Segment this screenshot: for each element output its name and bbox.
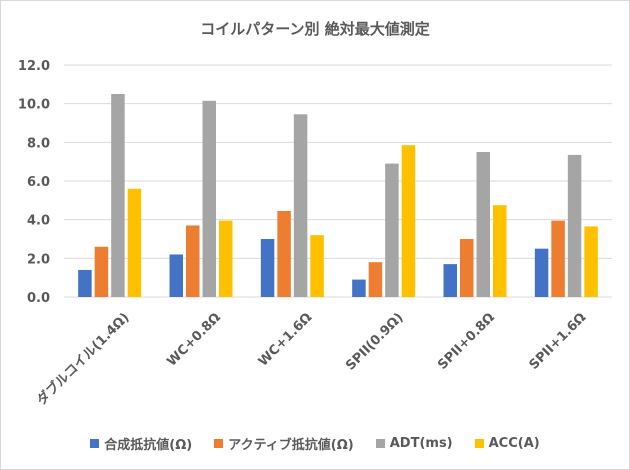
x-tick-label-2: WC+1.6Ω bbox=[256, 310, 315, 369]
x-tick-label-4: SPII+0.8Ω bbox=[435, 310, 498, 373]
bar-s1-c0 bbox=[94, 246, 109, 297]
chart-legend: 合成抵抗値(Ω) アクティブ抵抗値(Ω) ADT(ms) ACC(A) bbox=[0, 434, 630, 453]
bar-s2-c3 bbox=[385, 163, 399, 297]
bar-s0-c5 bbox=[534, 248, 549, 297]
legend-swatch-1 bbox=[214, 439, 224, 448]
legend-label-3: ACC(A) bbox=[488, 436, 540, 451]
x-tick-label-5: SPII+1.6Ω bbox=[527, 310, 590, 373]
legend-swatch-0 bbox=[90, 439, 100, 448]
bar-s3-c2 bbox=[310, 235, 324, 297]
bar-s3-c0 bbox=[127, 188, 142, 297]
legend-item-0: 合成抵抗値(Ω) bbox=[90, 434, 192, 453]
bar-s1-c4 bbox=[460, 239, 474, 297]
legend-label-1: アクティブ抵抗値(Ω) bbox=[228, 438, 354, 453]
bar-s0-c1 bbox=[169, 254, 183, 297]
bar-s2-c1 bbox=[202, 100, 216, 298]
y-tick-label-2: 4.0 bbox=[27, 214, 50, 229]
bar-s2-c5 bbox=[567, 154, 582, 297]
legend-label-2: ADT(ms) bbox=[389, 436, 453, 451]
x-tick-label-3: SPII(0.9Ω) bbox=[343, 310, 406, 373]
legend-item-1: アクティブ抵抗値(Ω) bbox=[214, 434, 354, 453]
bar-s2-c2 bbox=[293, 114, 308, 297]
legend-label-0: 合成抵抗値(Ω) bbox=[104, 438, 193, 453]
bar-s3-c1 bbox=[219, 220, 233, 297]
y-tick-label-4: 8.0 bbox=[27, 136, 50, 151]
bar-s1-c3 bbox=[368, 262, 383, 297]
bar-s1-c1 bbox=[186, 225, 200, 297]
y-tick-label-6: 12.0 bbox=[18, 59, 50, 74]
bar-s2-c0 bbox=[111, 94, 125, 297]
legend-item-3: ACC(A) bbox=[474, 434, 540, 453]
y-tick-label-5: 10.0 bbox=[18, 98, 50, 113]
bar-s1-c2 bbox=[277, 210, 291, 297]
bar-s3-c5 bbox=[584, 226, 598, 297]
bar-s0-c0 bbox=[78, 269, 92, 297]
x-tick-label-0: ダブルコイル(1.4Ω) bbox=[34, 310, 133, 409]
legend-item-2: ADT(ms) bbox=[375, 434, 453, 453]
x-tick-label-1: WC+0.8Ω bbox=[165, 310, 224, 369]
bar-s0-c4 bbox=[443, 264, 457, 297]
bar-s0-c3 bbox=[352, 279, 366, 297]
chart-title: コイルパターン別 絶対最大値測定 bbox=[200, 20, 430, 38]
legend-swatch-2 bbox=[375, 439, 385, 448]
y-tick-label-1: 2.0 bbox=[27, 252, 50, 267]
y-tick-label-0: 0.0 bbox=[27, 291, 50, 306]
bar-s2-c4 bbox=[476, 152, 490, 297]
bar-s3-c3 bbox=[401, 145, 416, 297]
bar-s1-c5 bbox=[551, 220, 565, 297]
y-tick-label-3: 6.0 bbox=[27, 175, 50, 190]
bar-s0-c2 bbox=[260, 239, 275, 297]
legend-swatch-3 bbox=[474, 439, 484, 448]
bar-s3-c4 bbox=[493, 205, 507, 297]
